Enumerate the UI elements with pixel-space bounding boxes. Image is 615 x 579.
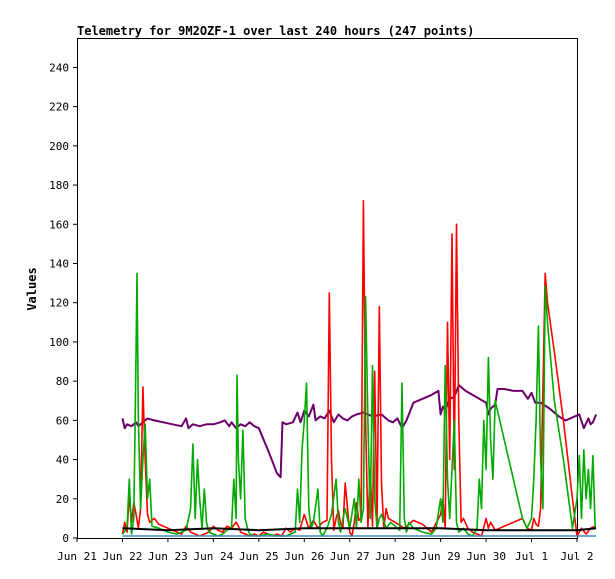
x-tick-label: Jul 2 (560, 550, 593, 563)
y-tick-label: 200 (49, 140, 69, 153)
x-tick-label: Jun 23 (148, 550, 188, 563)
x-axis-ticks: Jun 21 Jun 22 Jun 23 Jun 24 Jun 25 Jun 26 Jun … (57, 538, 594, 563)
y-tick-label: 220 (49, 101, 69, 114)
y-tick-label: 160 (49, 218, 69, 231)
x-tick-label: Jun 21 (57, 550, 97, 563)
y-tick-label: 80 (56, 375, 69, 388)
y-tick-label: 180 (49, 179, 69, 192)
x-tick-label: Jun 27 (330, 550, 370, 563)
x-tick-label: Jun 25 (239, 550, 279, 563)
series-line-0 (121, 384, 598, 479)
x-tick-label: Jun 30 (466, 550, 506, 563)
x-tick-label: Jul 1 (515, 550, 548, 563)
y-tick-label: 40 (56, 454, 69, 467)
chart-title: Telemetry for 9M2OZF-1 over last 240 hou… (77, 24, 474, 38)
y-tick-label: 240 (49, 61, 69, 74)
series-layer (121, 199, 598, 537)
series-line-3 (122, 527, 597, 532)
x-tick-label: Jun 28 (375, 550, 415, 563)
x-tick-label: Jun 26 (284, 550, 324, 563)
y-tick-label: 120 (49, 297, 69, 310)
x-tick-label: Jun 22 (103, 550, 143, 563)
y-tick-label: 100 (49, 336, 69, 349)
y-tick-label: 140 (49, 257, 69, 270)
x-tick-label: Jun 24 (193, 550, 233, 563)
y-axis-ticks: 0 20 40 60 80 100 120 140 160 180 200 220 240 (49, 61, 77, 545)
y-tick-label: 0 (62, 532, 69, 545)
x-tick-label: Jun 29 (421, 550, 461, 563)
series-line-2 (121, 272, 596, 537)
y-axis-label: Values (25, 267, 39, 310)
y-tick-label: 60 (56, 414, 69, 427)
y-tick-label: 20 (56, 493, 69, 506)
